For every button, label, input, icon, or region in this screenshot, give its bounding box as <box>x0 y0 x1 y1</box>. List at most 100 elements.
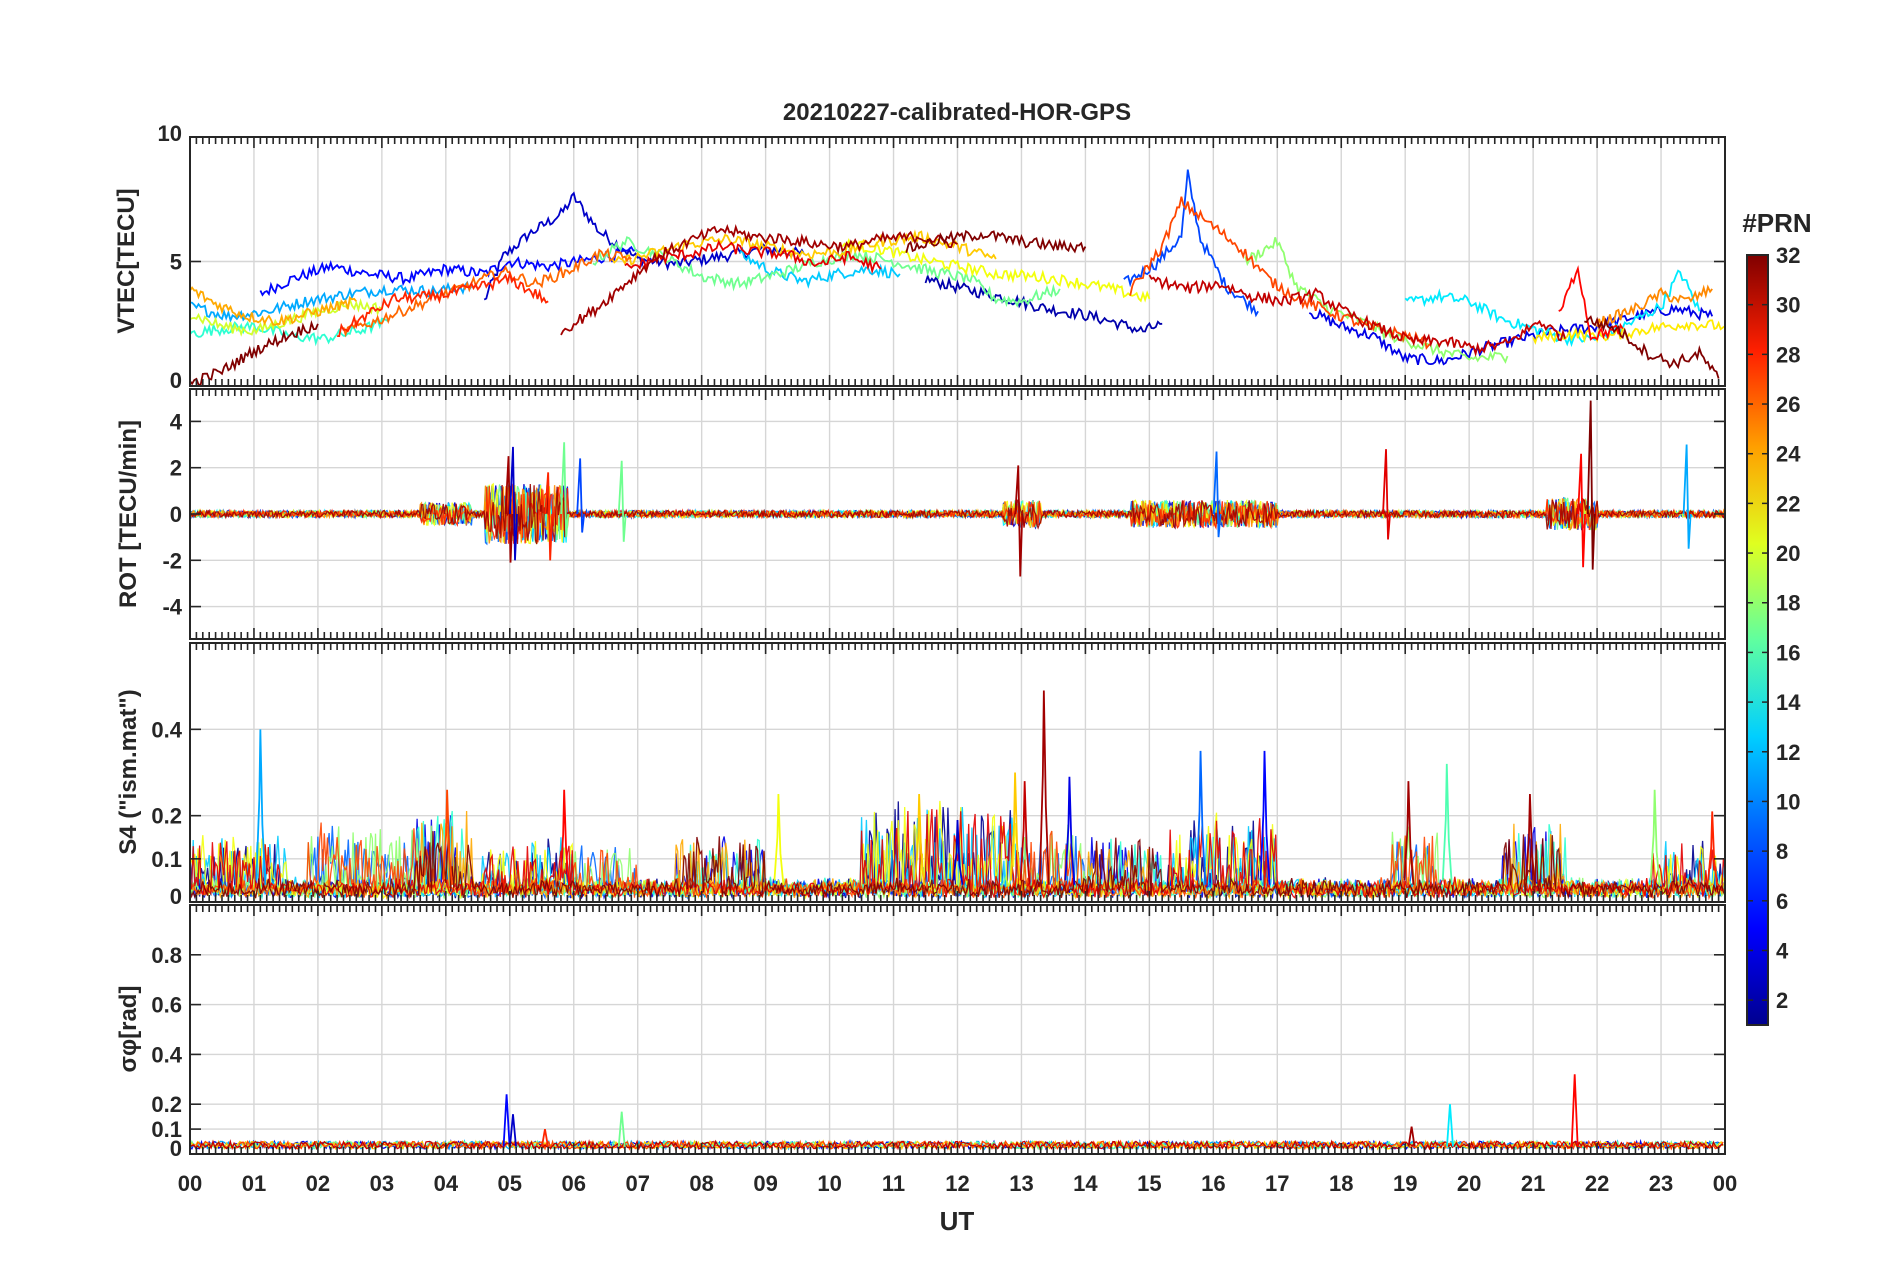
s4-spike <box>1525 794 1536 885</box>
sigma-traces <box>190 1074 1724 1152</box>
vtec-trace-prn-32 <box>190 320 319 386</box>
sigma-spike <box>1570 1074 1579 1147</box>
vtec-trace-prn-2 <box>924 273 1163 334</box>
x-tick-label: 21 <box>1521 1171 1545 1196</box>
x-tick-label: 09 <box>753 1171 777 1196</box>
s4-spike <box>559 789 571 885</box>
vtec-trace-prn-28 <box>1558 265 1624 341</box>
panel-s4: 0 0.1 0.2 0.4 S4 ("ism.mat") <box>115 642 1726 909</box>
vtec-trace-prn-16 <box>592 236 1061 308</box>
vtec-trace-prn-32 <box>905 229 1087 254</box>
s4-spike <box>1403 781 1415 885</box>
x-tick-label: 10 <box>817 1171 841 1196</box>
sigma-spike <box>502 1094 511 1147</box>
colorbar-tick-label: 18 <box>1776 591 1800 616</box>
rot-spike <box>1212 451 1222 538</box>
x-tick-label: 18 <box>1329 1171 1353 1196</box>
panel-vtec: 0 5 10 VTEC[TECU] <box>113 121 1726 393</box>
s4-spike <box>1441 763 1453 885</box>
rot-spike <box>1014 465 1024 577</box>
s4-spike <box>442 789 454 885</box>
y-tick-label: 0.2 <box>151 1092 182 1117</box>
vtec-trace-prn-25 <box>342 247 632 338</box>
s4-spike <box>1064 776 1076 885</box>
colorbar-title: #PRN <box>1742 208 1811 238</box>
vtec-trace-prn-27 <box>337 270 549 337</box>
rot-spike <box>509 446 518 561</box>
x-tick-label: 00 <box>1713 1171 1737 1196</box>
s4-y-axis-label: S4 ("ism.mat") <box>115 689 142 854</box>
colorbar-tick-label: 8 <box>1776 839 1788 864</box>
s4-spike <box>1707 811 1719 885</box>
rot-spike <box>576 458 586 533</box>
x-tick-label: 13 <box>1009 1171 1033 1196</box>
x-axis-label: UT <box>940 1206 975 1236</box>
s4-spike <box>1038 690 1050 885</box>
rot-y-axis-label: ROT [TECU/min] <box>115 420 142 608</box>
s4-spike <box>255 729 267 885</box>
x-tick-label: 02 <box>306 1171 330 1196</box>
x-tick-label: 07 <box>625 1171 649 1196</box>
x-tick-label: 03 <box>370 1171 394 1196</box>
y-tick-label: 0 <box>170 1136 182 1161</box>
vtec-y-axis-label: VTEC[TECU] <box>113 188 140 333</box>
vtec-trace-prn-5 <box>259 245 639 297</box>
x-axis-tick-labels: 00 01 02 03 04 05 06 07 08 09 10 11 12 13 14 15 16 17 18 19… <box>178 1171 1737 1196</box>
vtec-trace-prn-30 <box>1148 274 1566 358</box>
x-tick-label: 08 <box>689 1171 713 1196</box>
rot-spike <box>560 442 570 538</box>
y-tick-label: 0 <box>170 368 182 393</box>
y-tick-label: 0.1 <box>151 1117 182 1142</box>
colorbar-tick-label: 20 <box>1776 541 1800 566</box>
y-tick-label: 10 <box>158 121 182 146</box>
x-tick-label: 17 <box>1265 1171 1289 1196</box>
x-tick-label: 20 <box>1457 1171 1481 1196</box>
colorbar-tick-label: 6 <box>1776 889 1788 914</box>
x-tick-label: 12 <box>945 1171 969 1196</box>
colorbar-gradient <box>1746 254 1769 1026</box>
colorbar-tick-label: 14 <box>1776 690 1801 715</box>
rot-spike <box>1577 453 1586 568</box>
y-tick-label: 4 <box>170 409 183 434</box>
s4-spike <box>952 819 964 885</box>
y-tick-label: 0.1 <box>151 847 182 872</box>
colorbar-tick-label: 16 <box>1776 640 1800 665</box>
vtec-trace-prn-7 <box>1123 169 1259 318</box>
s4-spike <box>1019 781 1031 885</box>
rot-spike <box>544 472 554 561</box>
sigma-grid <box>190 905 1725 1154</box>
y-tick-label: 0.2 <box>151 804 182 829</box>
y-tick-label: 5 <box>170 250 182 275</box>
y-tick-label: 0.8 <box>151 943 182 968</box>
x-tick-label: 05 <box>498 1171 522 1196</box>
y-tick-label: -2 <box>162 548 182 573</box>
s4-spike <box>1195 750 1207 885</box>
s4-spike <box>1010 772 1021 885</box>
colorbar-tick-label: 2 <box>1776 988 1788 1013</box>
vtec-trace-prn-20 <box>841 237 1151 303</box>
panel-sigma: 00.10.2 0.4 0.6 0.8 σφ[rad] <box>115 904 1726 1161</box>
rot-spike <box>1682 444 1692 549</box>
y-tick-label: 0 <box>170 502 182 527</box>
s4-spike <box>773 794 785 885</box>
vtec-axes-frame <box>189 136 1726 387</box>
y-tick-label: 0.4 <box>151 717 182 742</box>
x-tick-label: 15 <box>1137 1171 1161 1196</box>
rot-spike <box>617 460 627 542</box>
x-tick-label: 11 <box>882 1171 905 1196</box>
rot-spike <box>1586 400 1596 570</box>
sigma-spike <box>509 1114 517 1147</box>
colorbar-tick-label: 26 <box>1776 392 1800 417</box>
sigma-spike <box>1407 1126 1416 1147</box>
vtec-trace-prn-17 <box>1244 237 1509 364</box>
colorbar-tick-label: 10 <box>1776 789 1800 814</box>
y-tick-label: 0.6 <box>151 993 182 1018</box>
vtec-trace-prn-23 <box>190 286 357 326</box>
rot-spike <box>1382 449 1391 540</box>
sigma-axes-frame <box>189 904 1726 1155</box>
vtec-trace-prn-32 <box>1584 315 1720 379</box>
x-tick-label: 22 <box>1585 1171 1609 1196</box>
